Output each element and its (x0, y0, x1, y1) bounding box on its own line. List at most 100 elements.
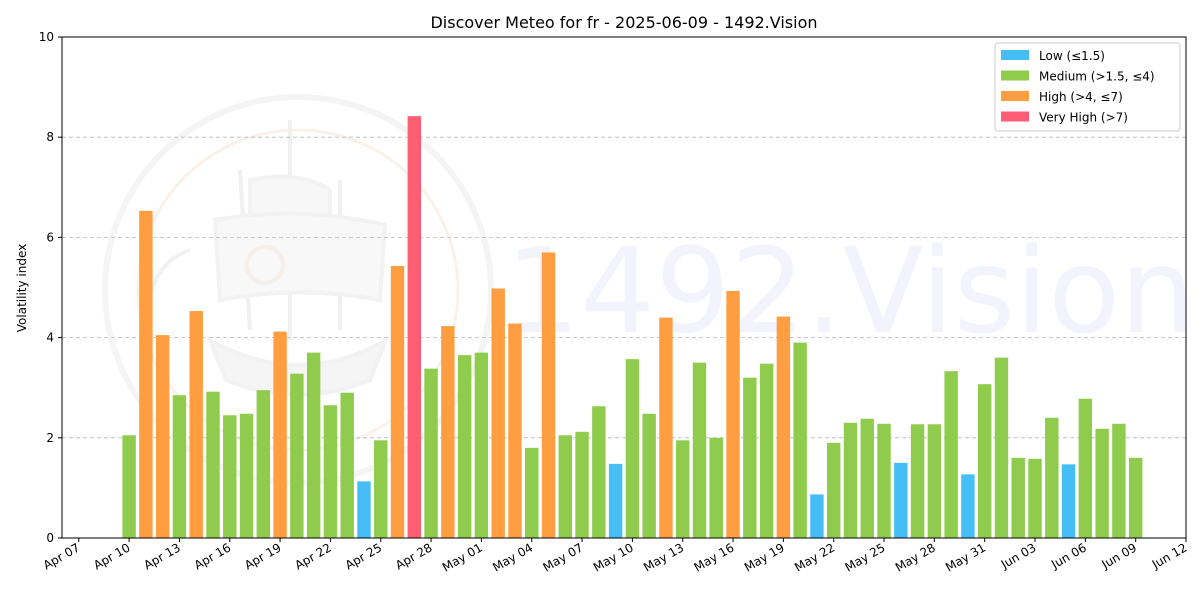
bar-2025-04-12 (155, 335, 170, 538)
x-tick-label: Jun 09 (1099, 540, 1140, 572)
bar-2025-05-01 (474, 352, 489, 538)
bar-2025-05-18 (759, 363, 774, 538)
bar-2025-05-17 (743, 377, 757, 538)
bar-2025-05-04 (525, 447, 539, 538)
bar-2025-06-01 (994, 357, 1009, 538)
bar-2025-05-30 (961, 474, 975, 538)
bar-2025-04-17 (239, 413, 254, 538)
bar-2025-05-05 (541, 252, 556, 538)
legend-label-low: Low (≤1.5) (1039, 49, 1105, 63)
bar-2025-05-25 (877, 423, 891, 538)
bar-2025-04-27 (407, 116, 422, 538)
bar-2025-06-04 (1045, 417, 1059, 538)
y-tick-label: 0 (46, 531, 54, 545)
x-tick-label: Apr 10 (91, 540, 133, 572)
bar-2025-05-19 (776, 316, 791, 538)
plot-frame (61, 36, 1187, 539)
bar-2025-05-09 (608, 463, 623, 538)
bar-2025-04-21 (306, 352, 321, 538)
bar-2025-05-03 (508, 323, 522, 538)
x-tick-label: Jun 12 (1149, 540, 1190, 572)
x-tick-label: Apr 07 (41, 540, 83, 572)
bar-2025-04-13 (172, 395, 187, 538)
bar-2025-04-30 (457, 355, 472, 538)
x-tick-label: May 13 (641, 540, 686, 574)
bar-2025-05-02 (491, 288, 505, 538)
bar-2025-05-29 (944, 371, 958, 538)
bar-2025-06-03 (1028, 458, 1042, 538)
y-tick-label: 2 (46, 431, 54, 445)
bar-2025-05-14 (692, 362, 707, 538)
grid-lines (62, 136, 1186, 439)
bar-2025-05-23 (843, 422, 858, 538)
bar-2025-04-19 (273, 331, 287, 538)
bar-2025-05-26 (894, 462, 908, 538)
bar-2025-05-24 (860, 418, 874, 538)
bar-2025-04-20 (290, 373, 304, 538)
x-tick-label: May 07 (541, 540, 586, 574)
bar-2025-04-18 (256, 390, 271, 538)
bar-2025-05-10 (625, 359, 640, 538)
legend-swatch-high (1001, 91, 1029, 101)
bar-2025-04-10 (122, 435, 136, 538)
legend-label-medium: Medium (>1.5, ≤4) (1039, 70, 1155, 84)
bar-2025-05-12 (659, 317, 673, 538)
x-tick-label: May 25 (843, 540, 888, 574)
bar-2025-06-09 (1128, 457, 1143, 538)
bar-2025-04-25 (374, 440, 388, 538)
bar-2025-05-20 (793, 342, 807, 538)
bar-2025-05-15 (709, 437, 723, 538)
bar-2025-06-08 (1112, 423, 1126, 538)
bar-2025-04-11 (139, 210, 153, 538)
x-tick-label: May 19 (742, 540, 787, 574)
bar-2025-04-22 (323, 405, 338, 538)
x-tick-label: Jun 03 (998, 540, 1039, 572)
legend-swatch-medium (1001, 70, 1029, 81)
bar-2025-04-24 (357, 481, 371, 538)
x-tick-label: Apr 19 (242, 540, 284, 572)
watermark-text: 1492.Vision (505, 222, 1195, 360)
legend-swatch-low (1001, 50, 1029, 60)
x-tick-label: Apr 16 (192, 540, 234, 572)
bar-2025-05-11 (642, 413, 656, 538)
legend-label-high: High (>4, ≤7) (1039, 90, 1123, 104)
bar-2025-04-14 (189, 311, 203, 538)
bar-2025-04-26 (390, 265, 405, 538)
y-tick-label: 8 (46, 130, 54, 144)
x-tick-label: May 04 (490, 540, 535, 574)
bar-2025-04-28 (424, 368, 438, 538)
bar-2025-04-29 (441, 326, 455, 538)
bar-2025-05-21 (810, 494, 824, 538)
x-tick-label: Apr 22 (292, 540, 334, 572)
x-tick-label: Apr 13 (141, 540, 183, 572)
x-axis: Apr 07 Apr 10 Apr 13 Apr 16 Apr 19 Apr 22 Apr … (41, 538, 1190, 575)
bar-2025-05-07 (575, 431, 589, 538)
x-tick-label: May 16 (692, 540, 737, 574)
bar-2025-05-16 (726, 291, 740, 538)
bar-2025-04-23 (340, 392, 354, 538)
bar-2025-04-15 (206, 391, 220, 538)
legend-label-very_high: Very High (>7) (1039, 111, 1128, 125)
bar-2025-05-08 (592, 406, 606, 538)
y-axis-label: Volatility index (15, 244, 29, 332)
bar-2025-06-07 (1095, 428, 1109, 538)
x-tick-label: May 31 (943, 540, 988, 574)
x-tick-label: Jun 06 (1048, 540, 1089, 572)
legend: Low (≤1.5) Medium (>1.5, ≤4) High (>4, ≤7)… (994, 42, 1181, 132)
y-tick-label: 10 (39, 30, 54, 44)
bar-2025-05-31 (977, 384, 992, 538)
bars (122, 116, 1143, 538)
x-tick-label: Apr 25 (343, 540, 385, 572)
bar-2025-05-06 (558, 435, 572, 538)
bar-2025-06-06 (1078, 398, 1093, 538)
chart-title: Discover Meteo for fr - 2025-06-09 - 149… (430, 13, 817, 32)
legend-swatch-very_high (1001, 111, 1029, 122)
bar-2025-06-02 (1011, 457, 1025, 538)
bar-2025-05-13 (676, 440, 690, 538)
bar-2025-05-27 (910, 424, 925, 538)
y-axis: 0 2 4 6 8 10 (39, 30, 62, 545)
y-tick-label: 4 (46, 331, 54, 345)
x-tick-label: May 10 (591, 540, 636, 574)
x-tick-label: Apr 28 (393, 540, 435, 572)
x-tick-label: May 01 (440, 540, 485, 574)
